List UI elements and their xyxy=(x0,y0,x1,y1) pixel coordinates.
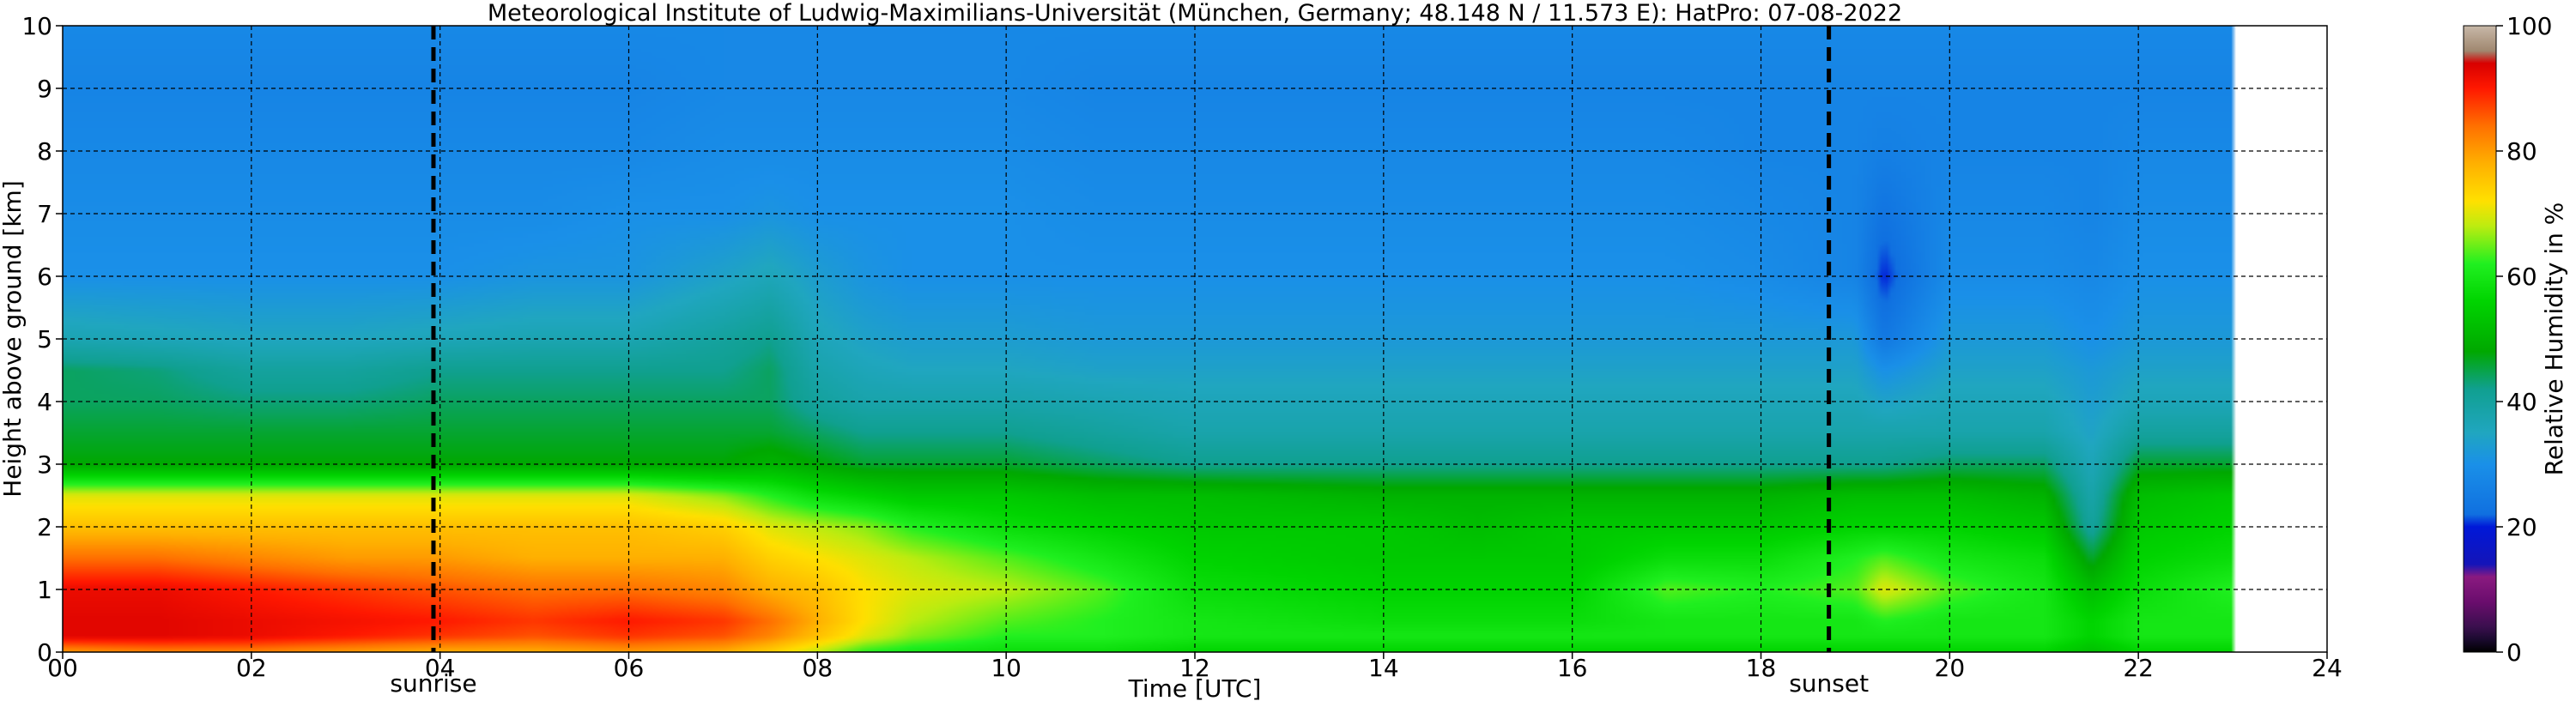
colorbar-tick-label: 20 xyxy=(2506,513,2537,541)
x-axis-ticks: 00 02 04 06 08 10 12 14 16 18 20 22 24 xyxy=(47,652,2343,682)
y-tick-label: 9 xyxy=(37,75,52,103)
x-tick-label: 24 xyxy=(2312,654,2343,682)
colorbar-tick-label: 80 xyxy=(2506,137,2537,166)
x-tick-label: 04 xyxy=(425,654,456,682)
x-tick-label: 02 xyxy=(236,654,267,682)
x-tick-label: 08 xyxy=(803,654,833,682)
colorbar: 0 20 40 60 80 100 Relative Humidity in % xyxy=(2463,12,2568,667)
marker-label-sunrise: sunrise xyxy=(390,669,476,698)
colorbar-tick-label: 100 xyxy=(2506,12,2552,40)
y-tick-label: 10 xyxy=(21,12,52,40)
x-tick-label: 12 xyxy=(1179,654,1210,682)
colorbar-label: Relative Humidity in % xyxy=(2540,202,2568,476)
colorbar-scale xyxy=(2463,25,2497,653)
chart-title: Meteorological Institute of Ludwig-Maxim… xyxy=(488,0,1902,27)
x-tick-label: 00 xyxy=(47,654,78,682)
event-markers: sunrise sunset xyxy=(390,26,1869,698)
y-tick-label: 4 xyxy=(37,388,52,416)
x-axis-label: Time [UTC] xyxy=(1128,674,1262,703)
y-tick-label: 7 xyxy=(37,200,52,228)
y-tick-label: 0 xyxy=(37,638,52,667)
x-tick-label: 06 xyxy=(614,654,645,682)
colorbar-tick-label: 0 xyxy=(2506,638,2522,667)
y-axis-label: Height above ground [km] xyxy=(0,180,27,498)
y-tick-label: 3 xyxy=(37,450,52,479)
colorbar-ticks: 0 20 40 60 80 100 xyxy=(2496,12,2552,667)
y-tick-label: 6 xyxy=(37,263,52,291)
x-tick-label: 18 xyxy=(1746,654,1777,682)
x-tick-label: 16 xyxy=(1557,654,1588,682)
x-tick-label: 10 xyxy=(991,654,1021,682)
colorbar-tick-label: 60 xyxy=(2506,263,2537,291)
y-tick-label: 8 xyxy=(37,137,52,166)
x-tick-label: 22 xyxy=(2123,654,2154,682)
colorbar-tick-label: 40 xyxy=(2506,388,2537,416)
y-tick-label: 1 xyxy=(37,576,52,604)
grid-lines xyxy=(63,26,2327,652)
y-tick-label: 2 xyxy=(37,513,52,541)
x-tick-label: 14 xyxy=(1368,654,1399,682)
x-tick-label: 20 xyxy=(1935,654,1966,682)
y-tick-label: 5 xyxy=(37,325,52,354)
y-axis-ticks: 0 1 2 3 4 5 6 7 8 9 10 xyxy=(21,12,63,667)
marker-label-sunset: sunset xyxy=(1789,669,1869,698)
